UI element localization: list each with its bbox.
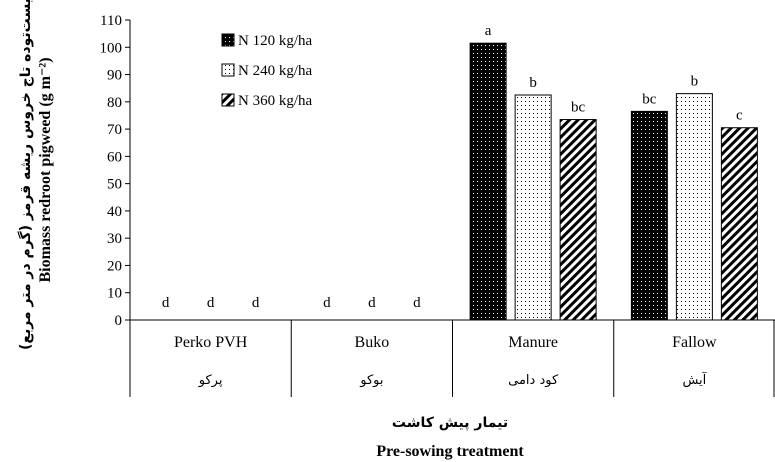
legend-label: N 120 kg/ha — [238, 33, 313, 49]
y-tick-label: 10 — [107, 286, 122, 302]
axes: 0 10 20 30 40 50 60 70 80 90 100 110 Perko PVH پرکو Bu… — [100, 13, 775, 397]
y-axis-title-fa: زیست‌توده تاج خروس ریشه قرمز (گرم در متر… — [17, 0, 34, 350]
bar-label: d — [252, 295, 260, 311]
x-tick-label-fa: کود دامی — [508, 373, 559, 388]
bar-label: b — [691, 74, 699, 90]
x-tick-label: Manure — [508, 334, 558, 351]
y-tick-label: 90 — [107, 68, 122, 84]
y-tick-label: 70 — [107, 122, 122, 138]
x-tick-label: Perko PVH — [174, 334, 248, 351]
bar — [469, 42, 507, 321]
bar-label: d — [207, 295, 215, 311]
y-tick-label: 30 — [107, 231, 122, 247]
y-tick-label: 60 — [107, 149, 122, 165]
legend-swatch — [221, 63, 235, 77]
y-tick-label: 110 — [100, 13, 122, 29]
x-tick-label-fa: بوکو — [359, 373, 383, 388]
legend: N 120 kg/ha N 240 kg/ha N 360 kg/ha — [221, 33, 313, 109]
y-axis-title: Biomass redroot pigweed (g m⁻²) — [37, 57, 54, 282]
bars — [469, 42, 758, 321]
bar — [559, 119, 597, 321]
bar-label: a — [485, 23, 492, 39]
bar — [720, 127, 758, 321]
bar — [675, 93, 713, 321]
y-tick-label: 40 — [107, 204, 122, 220]
y-tick-label: 50 — [107, 177, 122, 193]
x-axis-title-fa: تیمار پیش کاشت — [392, 415, 508, 431]
bar-labels: d d a bc d d b b d d bc c — [162, 23, 743, 311]
legend-label: N 360 kg/ha — [238, 93, 313, 109]
x-axis-title: Pre-sowing treatment — [376, 443, 524, 460]
bar-label: bc — [571, 100, 586, 116]
bar — [514, 94, 552, 321]
bar-label: d — [323, 295, 331, 311]
x-tick-label-fa: پرکو — [198, 373, 223, 388]
bar — [630, 110, 668, 321]
x-tick-label: Buko — [355, 334, 390, 351]
bar-label: d — [368, 295, 376, 311]
y-tick-label: 0 — [115, 313, 123, 329]
bar-label: d — [413, 295, 421, 311]
legend-label: N 240 kg/ha — [238, 63, 313, 79]
legend-swatch — [221, 93, 235, 107]
bar-label: bc — [642, 91, 657, 107]
bar-label: b — [529, 75, 537, 91]
y-tick-label: 100 — [100, 40, 123, 56]
bar-label: d — [162, 295, 170, 311]
y-tick-label: 80 — [107, 95, 122, 111]
x-tick-label: Fallow — [672, 334, 717, 351]
bar-label: c — [736, 108, 743, 124]
legend-swatch — [221, 33, 235, 47]
y-tick-label: 20 — [107, 258, 122, 274]
x-tick-label-fa: آیش — [682, 371, 707, 388]
